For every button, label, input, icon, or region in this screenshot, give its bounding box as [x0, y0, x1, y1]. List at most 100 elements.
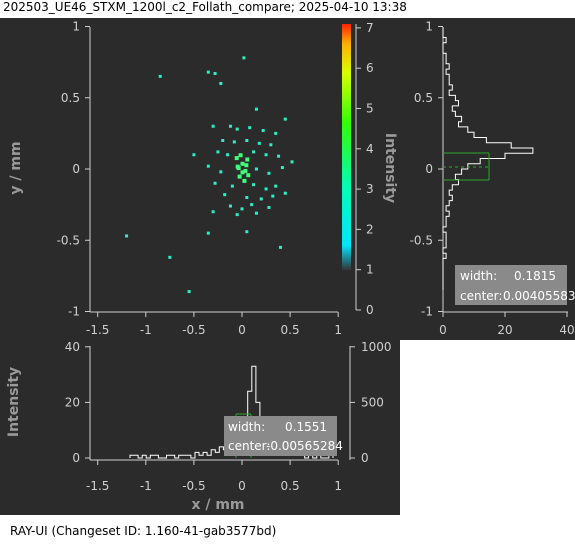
footprint-point	[283, 117, 287, 121]
footprint-point	[264, 153, 268, 157]
colorbar-tick-label: 7	[366, 21, 374, 35]
yprof-center-label: center:	[460, 289, 502, 303]
footprint-point	[271, 194, 275, 198]
main-plot: -1.5 -1 -0.5 0 0.5 1 -1 -0.5 0 0.5 1 y / mm	[8, 20, 342, 338]
yprof-ytick-label: -0.5	[410, 233, 433, 247]
footprint-point	[206, 70, 210, 74]
footprint-point	[158, 74, 162, 78]
main-xtick-label: 0	[238, 323, 246, 337]
yprof-ytick-label: -1	[421, 305, 433, 319]
main-ytick-label: 0.5	[61, 91, 80, 105]
footprint-point	[277, 154, 281, 158]
footprint-point	[248, 126, 252, 130]
main-xtick-label: -0.5	[182, 323, 205, 337]
footprint-point	[257, 141, 261, 145]
colorbar-tick-label: 2	[366, 222, 374, 236]
footprint-point	[269, 143, 273, 147]
xprof-ticks: -1.5 -1 -0.5 0 0.5 1 0 20 40 0 500 1000	[65, 340, 392, 493]
xprof-y2tick-label: 1000	[361, 340, 392, 354]
footprint-point	[240, 161, 245, 166]
main-ytick-label: -0.5	[57, 233, 80, 247]
intensity-colorbar: 0 1 2 3 4 5 6 7 Intensity	[342, 21, 398, 317]
main-xtick-label: -1.5	[86, 323, 109, 337]
footprint-point	[252, 150, 256, 154]
footprint-point	[244, 163, 249, 168]
yprof-xtick-label: 0	[439, 323, 447, 337]
colorbar-ticks: 0 1 2 3 4 5 6 7	[356, 21, 374, 317]
footprint-point	[228, 124, 232, 128]
footprint-point	[243, 168, 248, 173]
yprof-infobox-bg	[455, 265, 567, 305]
colorbar-gradient	[342, 24, 351, 270]
xprof-x-label: x / mm	[191, 497, 244, 513]
main-ytick-label: 1	[72, 20, 80, 34]
xprof-xtick-label: 1	[334, 479, 342, 493]
yprof-ytick-label: 0	[425, 162, 433, 176]
xprof-center-value: -0.00565284	[266, 439, 343, 453]
xprof-y2tick-label: 0	[361, 451, 369, 465]
xprof-y-label: Intensity	[6, 367, 22, 437]
footprint-point	[232, 140, 236, 144]
footprint-point	[235, 213, 239, 217]
footprint-point	[234, 156, 239, 161]
window-title: 202503_UE46_STXM_1200l_c2_Follath_compar…	[3, 0, 407, 14]
footprint-point	[192, 153, 196, 157]
footprint-point	[245, 196, 249, 199]
xprof-xtick-label: -1.5	[86, 479, 109, 493]
colorbar-tick-label: 4	[366, 142, 374, 156]
footprint-point	[267, 205, 271, 209]
yprof-ytick-label: 1	[425, 20, 433, 34]
footprint-point	[252, 183, 256, 187]
colorbar-tick-label: 3	[366, 182, 374, 196]
footprint-point	[211, 124, 215, 128]
main-xtick-label: 1	[334, 323, 342, 337]
y-profile-plot: -1 -0.5 0 0.5 1 0 20 40 width: 0.1815 center: 0…	[410, 20, 575, 338]
colorbar-tick-label: 6	[366, 61, 374, 75]
footprint-point	[168, 255, 172, 259]
colorbar-tick-label: 0	[366, 303, 374, 317]
footprint-point	[213, 72, 217, 76]
xprof-infobox: width: 0.1551 center: -0.00565284	[224, 416, 343, 456]
footprint-point	[242, 56, 246, 60]
footprint-point	[238, 153, 243, 158]
xprof-infobox-bg	[224, 416, 337, 456]
footprint-point	[246, 173, 251, 178]
footprint-point	[267, 171, 271, 175]
yprof-infobox: width: 0.1815 center: 0.00405583	[455, 265, 575, 305]
yprof-fit	[443, 152, 490, 181]
xprof-width-value: 0.1551	[285, 420, 327, 434]
footprint-point	[245, 139, 249, 142]
footprint-point	[283, 191, 287, 195]
xprof-y2tick-label: 500	[361, 395, 384, 409]
footprint-point	[254, 167, 258, 171]
footprint-point	[242, 178, 247, 183]
footprint-point	[261, 129, 265, 133]
footprint-point	[235, 127, 239, 131]
footprint-point	[254, 211, 258, 215]
footprint-point	[237, 174, 242, 179]
xprof-width-label: width:	[228, 420, 265, 434]
footprint-point	[245, 230, 249, 234]
footprint-point	[219, 82, 223, 85]
xprof-xtick-label: -0.5	[182, 479, 205, 493]
xprof-ytick-label: 20	[65, 395, 80, 409]
yprof-xtick-label: 40	[559, 323, 574, 337]
footprint-point	[250, 203, 254, 207]
footprint-point	[290, 160, 294, 164]
x-profile-plot: -1.5 -1 -0.5 0 0.5 1 0 20 40 0 500 1000 width: 0.15…	[6, 340, 392, 513]
xprof-xtick-label: -1	[140, 479, 152, 493]
footprint-points	[125, 56, 294, 294]
main-axes	[89, 27, 338, 313]
footprint-point	[264, 187, 268, 191]
yprof-ytick-label: 0.5	[414, 91, 433, 105]
footprint-point	[245, 157, 250, 162]
yprof-width-label: width:	[460, 269, 497, 283]
footprint-point	[216, 150, 220, 154]
colorbar-tick-label: 1	[366, 263, 374, 277]
status-footer: RAY-UI (Changeset ID: 1.160-41-gab3577bd…	[10, 524, 277, 538]
footprint-point	[213, 181, 217, 185]
footprint-point	[125, 234, 129, 238]
footprint-point	[236, 166, 241, 171]
footprint-point	[223, 193, 227, 197]
footprint-point	[240, 207, 244, 211]
